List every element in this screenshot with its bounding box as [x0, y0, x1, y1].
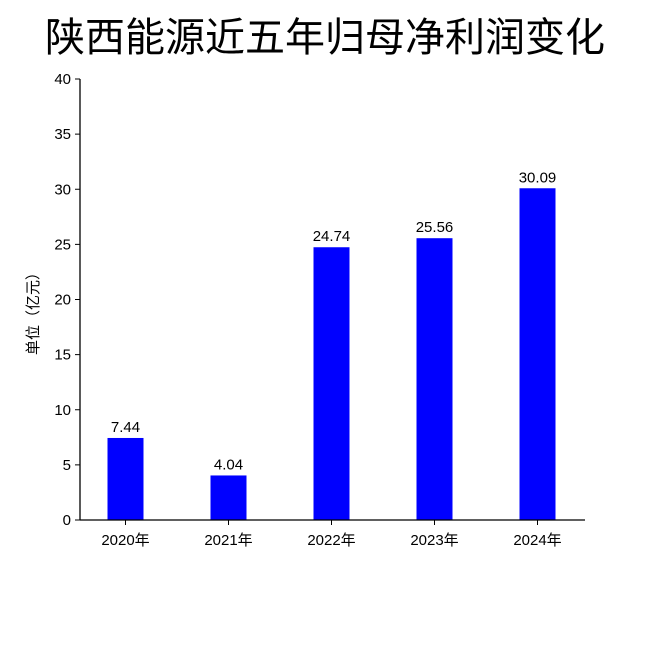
- y-tick-label: 35: [54, 126, 71, 143]
- bar: [107, 437, 144, 520]
- x-tick-label: 2023年: [410, 532, 458, 549]
- data-label: 25.56: [416, 219, 454, 236]
- x-tick-label: 2024年: [513, 532, 561, 549]
- chart-title: 陕西能源近五年归母净利润变化: [45, 15, 605, 61]
- y-tick-label: 25: [54, 236, 71, 253]
- bar: [416, 238, 453, 521]
- x-tick-label: 2021年: [204, 532, 252, 549]
- data-label: 7.44: [111, 419, 140, 436]
- y-tick-label: 15: [54, 347, 71, 364]
- bar: [210, 475, 247, 520]
- y-tick-label: 0: [63, 512, 71, 529]
- y-axis-label: 单位（亿元）: [25, 265, 42, 355]
- data-label: 24.74: [313, 228, 351, 245]
- x-tick-label: 2020年: [101, 532, 149, 549]
- x-tick-label: 2022年: [307, 532, 355, 549]
- bar: [313, 247, 350, 520]
- data-label: 30.09: [519, 169, 557, 186]
- y-tick-label: 40: [54, 71, 71, 88]
- y-tick-label: 20: [54, 292, 71, 309]
- y-tick-label: 5: [63, 457, 71, 474]
- bar: [519, 188, 556, 520]
- y-tick-label: 10: [54, 402, 71, 419]
- data-label: 4.04: [214, 456, 243, 473]
- y-tick-label: 30: [54, 181, 71, 198]
